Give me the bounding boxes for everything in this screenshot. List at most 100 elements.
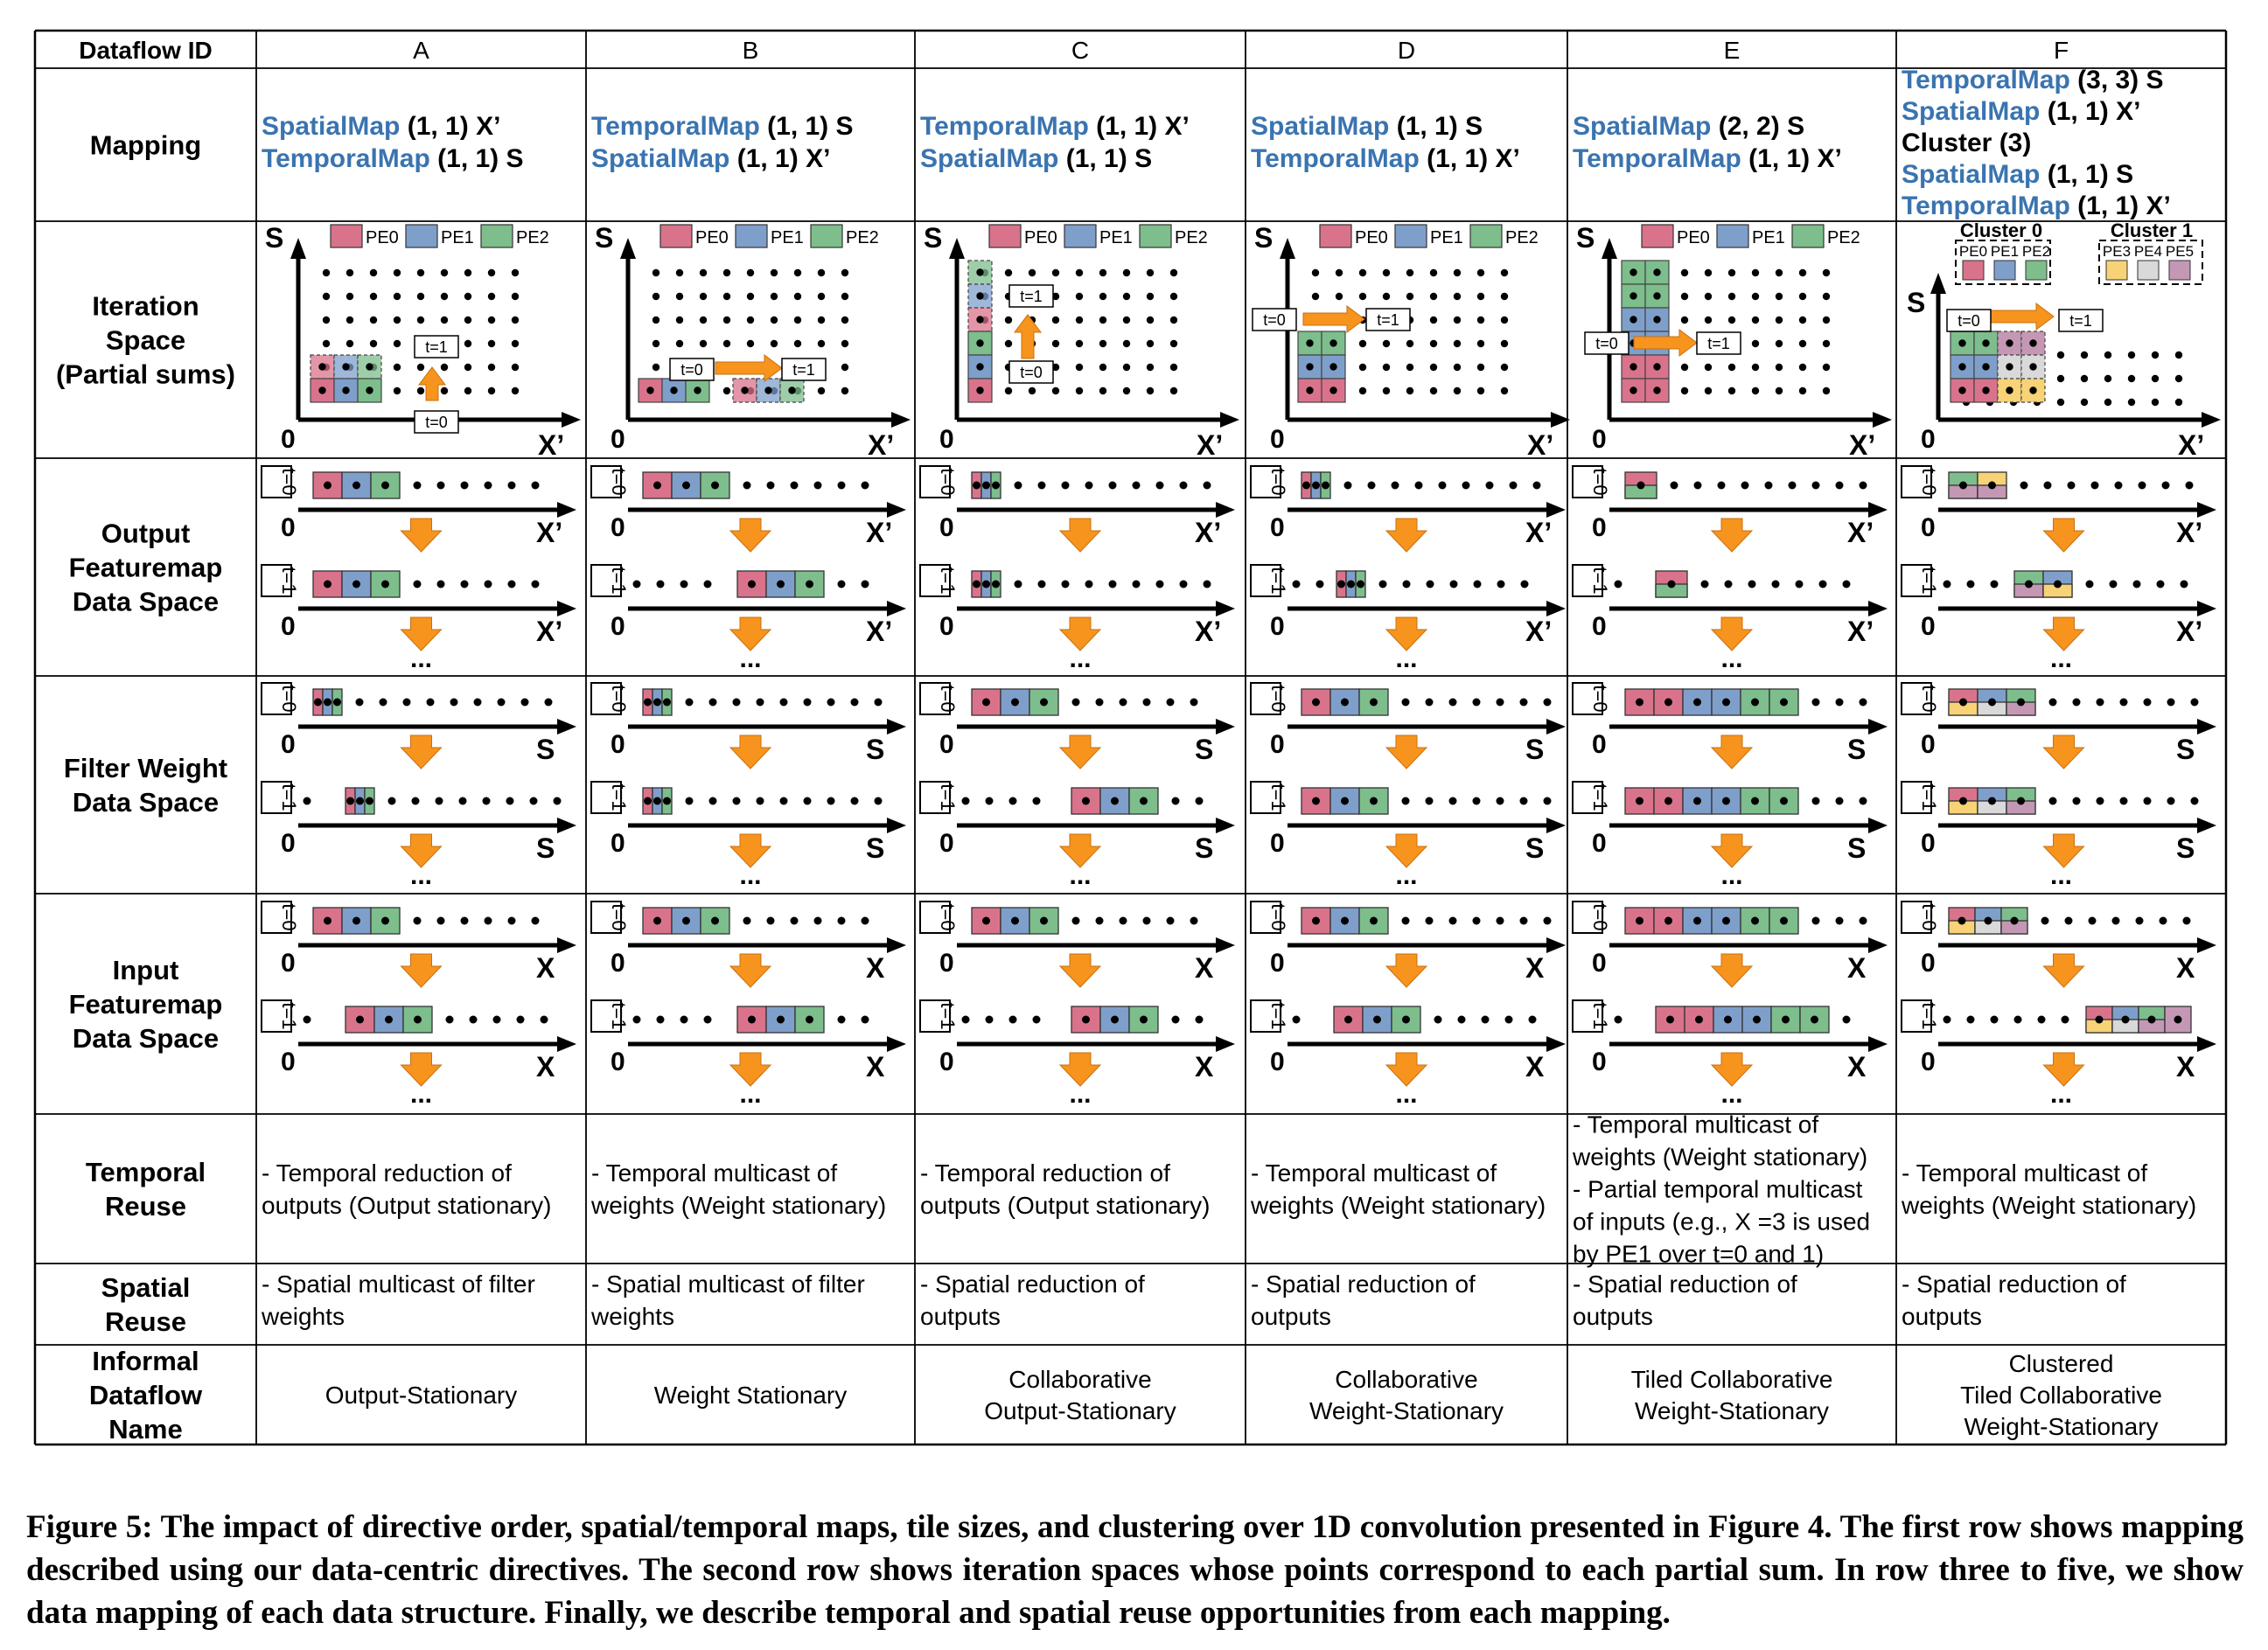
filter-space-A-t0-element <box>355 698 364 707</box>
iteration-space-B-legend-swatch-PE1 <box>735 224 768 248</box>
input-space-B-t1-element <box>703 1015 712 1024</box>
output-space-C-t0-next-arrow <box>1058 518 1102 553</box>
output-space-B-t0-element <box>711 481 719 490</box>
iteration-space-C-s-label: S <box>924 222 942 254</box>
output-space-C-ellipsis: ... <box>1069 644 1091 673</box>
temporal-reuse-B: - Temporal multicast of <box>591 1159 837 1187</box>
row-label-spatial: Spatial <box>101 1272 191 1303</box>
filter-space-C-t1-time-label-box <box>919 781 951 814</box>
output-space-D-t1-element <box>1402 580 1411 588</box>
iteration-space-D-point <box>1335 292 1343 301</box>
figure-caption: Figure 5: The impact of directive order,… <box>26 1506 2244 1634</box>
output-space-D-t0-time-label: t=0 <box>1267 468 1289 495</box>
iteration-space-C-point <box>1099 316 1107 324</box>
input-space-E-t0-element <box>1664 916 1672 925</box>
filter-space-B-t0-next-arrow <box>729 734 772 769</box>
iteration-space-E-point <box>1822 339 1831 348</box>
filter-space-B-t1-element <box>685 797 694 805</box>
iteration-space-C-point <box>1028 268 1036 277</box>
iteration-space-F-point <box>2006 386 2013 394</box>
iteration-space-D-point <box>1476 386 1485 395</box>
filter-space-E-t1-element <box>1693 797 1701 805</box>
filter-space-E-t0-element <box>1693 698 1701 707</box>
input-space-A-t0-element <box>324 916 331 925</box>
output-space-C-t1-element <box>1014 580 1022 588</box>
input-space-B-t0-element <box>711 916 719 925</box>
filter-space-A-t0-element <box>473 698 482 707</box>
iter-C-tile-t0-point <box>976 363 984 371</box>
output-space-D-t1-element <box>1347 580 1355 588</box>
iter-B-tile-t0-point <box>670 386 678 394</box>
output-space-D-t1-time-label-box <box>1250 564 1281 597</box>
iteration-space-F-origin: 0 <box>1921 425 1936 454</box>
filter-space-C-t0-element <box>1071 698 1080 707</box>
iteration-space-C-point <box>1099 292 1107 301</box>
input-space-A-t0-element <box>413 916 422 925</box>
output-space-F-t1-time-label-box <box>1901 564 1932 597</box>
input-space-C-t1-element <box>1008 1015 1017 1024</box>
output-space-F-t1-element <box>1943 580 1951 588</box>
output-space-E-t0-element <box>1670 481 1678 490</box>
mapping-directive-F: SpatialMap (1, 1) S <box>1902 160 2133 189</box>
iteration-space-A-point <box>511 316 520 324</box>
output-space-B-t0-cell <box>671 471 701 499</box>
iteration-space-C-point <box>1146 316 1155 324</box>
output-space-F-t1-element <box>2180 580 2188 588</box>
row-label-output: Featuremap <box>69 553 223 583</box>
iteration-space-E-point <box>1727 292 1736 301</box>
iteration-space-E-point <box>1727 316 1736 324</box>
input-space-C-t0-element <box>1190 916 1198 925</box>
input-space-F-t1-time-label-box <box>1901 999 1932 1033</box>
input-space-F-t1-element <box>1990 1015 1999 1024</box>
iter-D-tag-t1-box <box>1365 308 1411 331</box>
input-space-C-t1-origin: 0 <box>939 1048 954 1076</box>
input-space-A-t1-element <box>469 1015 478 1024</box>
input-space-C-t0-next-arrow <box>1058 953 1102 988</box>
output-space-C-t1-element <box>992 580 1000 588</box>
iteration-space-C-point <box>1051 316 1060 324</box>
filter-space-D-t1-element <box>1401 797 1410 805</box>
informal-name-F: Weight-Stationary <box>1964 1413 2158 1440</box>
filter-space-E-t0-element <box>1636 698 1643 707</box>
input-space-F-t0-axis-label: X <box>2176 952 2195 984</box>
filter-space-B-t1-axis-head <box>887 818 906 833</box>
iteration-space-E-point <box>1704 363 1713 372</box>
iteration-space-A-point <box>393 363 401 372</box>
filter-space-A-t1-origin: 0 <box>281 829 296 858</box>
output-space-E-t0-element <box>1764 481 1773 490</box>
input-space-D-t1-element <box>1504 1015 1513 1024</box>
filter-space-D-t1-axis-label: S <box>1525 832 1544 864</box>
iteration-space-A-point <box>369 268 378 277</box>
filter-space-E-t1-element <box>1751 797 1759 805</box>
iteration-space-C-point <box>1122 386 1131 395</box>
iter-C-tag-t0-box <box>1008 360 1054 384</box>
output-space-D-t1-axis-head <box>1546 601 1566 616</box>
iteration-space-D-point <box>1358 292 1367 301</box>
row-label-output: Output <box>101 519 191 549</box>
output-space-E-t0-element <box>1693 481 1702 490</box>
iteration-space-A-point <box>487 268 496 277</box>
iteration-space-A-point <box>464 268 472 277</box>
filter-space-A-t1-element <box>366 797 373 805</box>
output-space-B-t1-element <box>837 580 846 588</box>
iteration-space-C-s-axis-head <box>949 238 965 259</box>
filter-space-D-t1-element <box>1543 797 1552 805</box>
output-space-E-t1-element <box>1748 580 1756 588</box>
input-space-B-t0-element <box>766 916 775 925</box>
input-space-C-t1-element <box>1032 1015 1041 1024</box>
input-space-D-t0-element <box>1496 916 1504 925</box>
input-space-D-t0-element <box>1370 916 1378 925</box>
iteration-space-C-point <box>1051 268 1060 277</box>
iteration-space-A-point <box>487 386 496 395</box>
iter-B-tag-t1: t=1 <box>792 361 815 379</box>
iteration-space-B-point <box>817 339 826 348</box>
filter-space-E-t1-origin: 0 <box>1592 829 1607 858</box>
iteration-space-C-point <box>1146 268 1155 277</box>
iteration-space-D-point <box>1406 268 1414 277</box>
iteration-space-B-point <box>746 292 755 301</box>
row-label-informal: Name <box>108 1414 182 1445</box>
input-space-A-t0-element <box>531 916 540 925</box>
input-space-A-t1-element <box>385 1015 393 1024</box>
iteration-space-C-point <box>1099 386 1107 395</box>
iteration-space-E-point <box>1680 363 1689 372</box>
